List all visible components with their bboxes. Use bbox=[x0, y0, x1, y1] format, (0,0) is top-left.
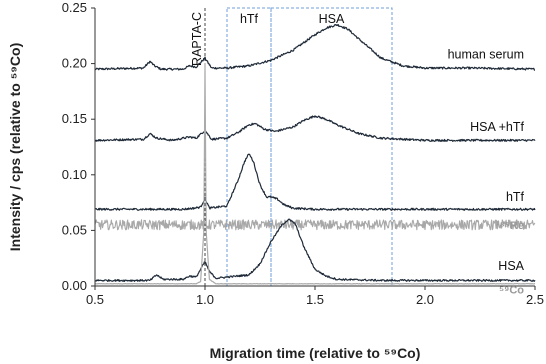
trace-labels: human serum HSA +hTf hTf ¹⁸⁵Re HSA ⁵⁹Co bbox=[448, 48, 525, 297]
region-label-hsa: HSA bbox=[319, 12, 345, 26]
x-tick-label: 1.5 bbox=[306, 292, 324, 307]
x-tick-label: 0.5 bbox=[86, 292, 104, 307]
region-label-htf: hTf bbox=[240, 12, 259, 26]
reference-marker: RAPTA-C bbox=[190, 8, 206, 286]
x-axis-title: Migration time (relative to ⁵⁹Co) bbox=[210, 345, 421, 361]
y-tick-label: 0.00 bbox=[62, 278, 87, 293]
y-tick-label: 0.20 bbox=[62, 56, 87, 71]
trace-label-0: human serum bbox=[448, 48, 524, 62]
y-tick-label: 0.25 bbox=[62, 0, 87, 15]
trace-label-4: HSA bbox=[498, 259, 524, 273]
trace-label-3: ¹⁸⁵Re bbox=[496, 220, 524, 232]
traces bbox=[94, 24, 536, 285]
y-tick-label: 0.10 bbox=[62, 167, 87, 182]
y-axis-title: Intensity / cps (relative to ⁵⁹Co) bbox=[7, 43, 23, 251]
trace-5 bbox=[94, 63, 536, 285]
region-box-hsa bbox=[270, 7, 393, 287]
region-box-htf bbox=[226, 7, 272, 287]
y-tick-label: 0.05 bbox=[62, 222, 87, 237]
axes: 0.5 1.0 1.5 2.0 2.5 0.00 0.05 0.10 0.15 0.20 0.25 bbox=[62, 0, 544, 307]
reference-marker-label: RAPTA-C bbox=[190, 12, 204, 66]
trace-3 bbox=[94, 219, 536, 231]
trace-label-5: ⁵⁹Co bbox=[499, 284, 524, 296]
x-tick-label: 2.0 bbox=[416, 292, 434, 307]
x-tick-label: 1.0 bbox=[196, 292, 214, 307]
x-tick-label: 2.5 bbox=[526, 292, 544, 307]
trace-label-1: HSA +hTf bbox=[470, 120, 524, 134]
trace-4 bbox=[94, 218, 536, 282]
trace-label-2: hTf bbox=[506, 190, 525, 204]
trace-2 bbox=[94, 153, 536, 211]
y-tick-label: 0.15 bbox=[62, 111, 87, 126]
region-boxes: hTf HSA bbox=[226, 7, 393, 287]
trace-1 bbox=[94, 115, 536, 142]
trace-0 bbox=[94, 24, 536, 71]
